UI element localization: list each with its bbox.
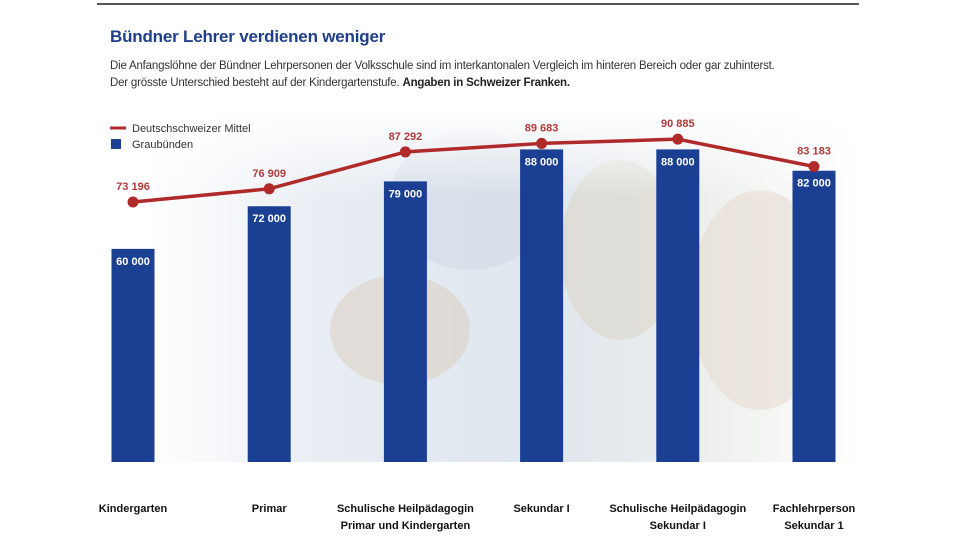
top-rule — [97, 3, 859, 5]
bar-series: 60 000 72 000 79 000 88 000 88 000 82 000 — [111, 149, 836, 463]
chart-title: Bündner Lehrer verdienen weniger — [110, 27, 386, 46]
bar-value-label-6: 82 000 — [797, 178, 831, 190]
category-label-2: Primar — [252, 503, 288, 515]
line-point-5 — [672, 133, 684, 145]
bar-4 — [520, 149, 564, 462]
line-value-label-1: 73 196 — [116, 181, 150, 193]
line-series: 73 196 76 909 87 292 89 683 90 885 83 183 — [116, 118, 831, 208]
chart-subtitle: Die Anfangslöhne der Bündner Lehrpersone… — [110, 58, 850, 92]
bar-value-label-3: 79 000 — [389, 188, 423, 200]
line-value-label-3: 87 292 — [389, 131, 423, 143]
bar-5 — [656, 149, 700, 462]
line-value-label-6: 83 183 — [797, 146, 831, 158]
category-axis: Kindergarten Primar Schulische Heilpädagog… — [99, 503, 856, 532]
legend: Deutschschweizer Mittel Graubünden — [110, 123, 251, 151]
bar-value-label-1: 60 000 — [116, 256, 150, 268]
line-point-4 — [536, 137, 548, 149]
category-label-4: Sekundar I — [513, 503, 569, 515]
line-point-1 — [127, 196, 139, 208]
subtitle-units: Angaben in Schweizer Franken. — [402, 77, 570, 89]
bar-3 — [383, 181, 427, 462]
bar-value-label-5: 88 000 — [661, 156, 695, 168]
line-path — [132, 137, 815, 204]
line-point-2 — [263, 183, 275, 195]
subtitle-line-2: Der grösste Unterschied besteht auf der … — [110, 75, 850, 92]
category-label-3: Schulische Heilpädagogin Primar und Kinde… — [337, 503, 474, 532]
line-value-label-4: 89 683 — [525, 122, 559, 134]
bar-value-label-2: 72 000 — [252, 213, 286, 225]
bar-2 — [247, 206, 291, 462]
line-point-6 — [808, 161, 820, 173]
bar-6 — [792, 170, 836, 463]
line-value-label-5: 90 885 — [661, 118, 695, 130]
category-label-1: Kindergarten — [99, 503, 168, 515]
legend-bar-swatch — [111, 139, 121, 149]
category-label-6: Fachlehrperson Sekundar 1 — [773, 503, 856, 532]
category-label-5: Schulische Heilpädagogin Sekundar I — [609, 503, 746, 532]
line-point-3 — [399, 146, 411, 158]
subtitle-line-1: Die Anfangslöhne der Bündner Lehrpersone… — [110, 60, 775, 72]
bar-value-label-4: 88 000 — [525, 156, 559, 168]
legend-label-mittel: Deutschschweizer Mittel — [132, 123, 251, 135]
subtitle-line-2-text: Der grösste Unterschied besteht auf der … — [110, 77, 400, 89]
line-value-label-2: 76 909 — [252, 168, 286, 180]
legend-label-graubuenden: Graubünden — [132, 139, 193, 151]
bar-1 — [111, 248, 155, 462]
